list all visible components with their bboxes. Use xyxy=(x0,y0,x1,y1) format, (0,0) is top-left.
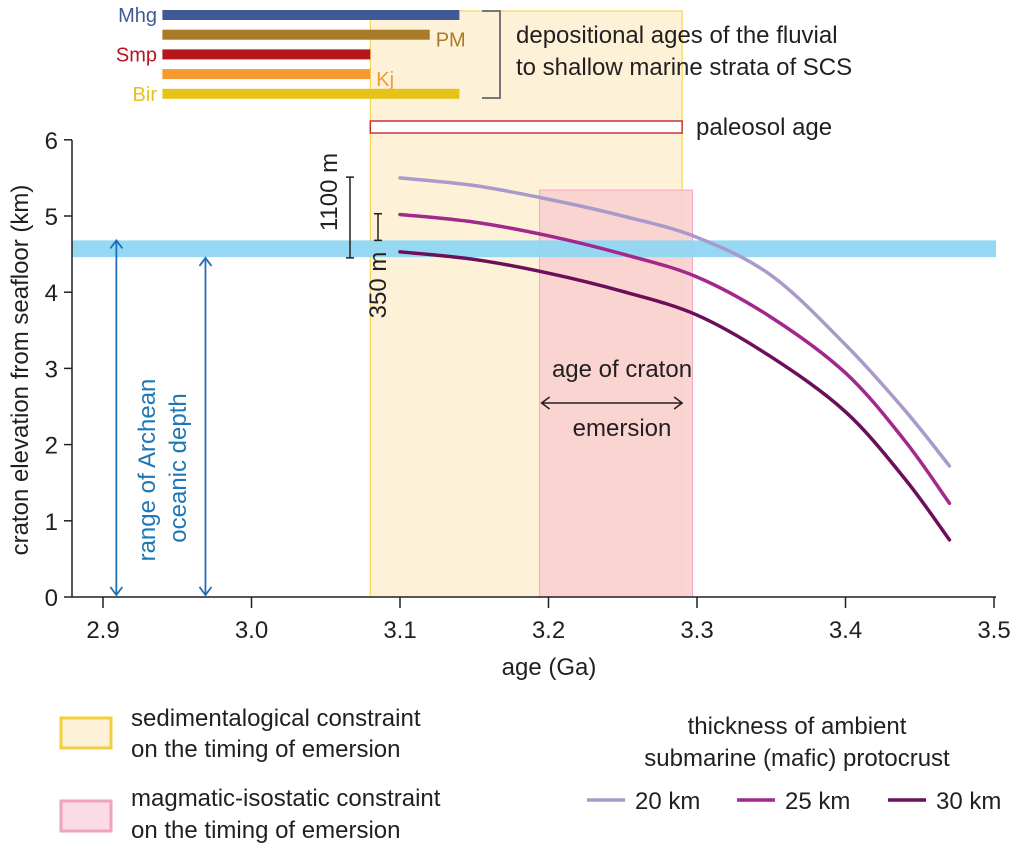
legend-magmatic-line2: on the timing of emersion xyxy=(131,817,400,844)
depositional-bar-label-kj: Kj xyxy=(376,69,394,91)
legend-label-25-km: 25 km xyxy=(785,788,850,815)
legend-title-line2: submarine (mafic) protocrust xyxy=(644,745,950,772)
x-tick-label: 3.1 xyxy=(383,617,416,644)
x-tick-label: 3.0 xyxy=(235,617,268,644)
legend-sedimentological-line1: sedimentalogical constraint xyxy=(131,705,421,732)
y-tick-label: 3 xyxy=(45,356,58,383)
y-tick-label: 2 xyxy=(45,433,58,460)
x-axis-label: age (Ga) xyxy=(502,654,597,681)
depositional-caption-line1: depositional ages of the fluvial xyxy=(516,22,838,49)
background-bands xyxy=(72,10,996,598)
y-tick-label: 1 xyxy=(45,509,58,536)
legend-swatch-magmatic xyxy=(59,799,113,833)
ocean-depth-label-line1: range of Archean xyxy=(134,379,161,562)
axes: 0 1 2 3 4 5 6 2.9 3.0 3.1 3.2 3.3 3.4 3.5 xyxy=(45,128,1011,644)
x-tick-label: 3.4 xyxy=(829,617,862,644)
ocean-depth-arrow-1-head-bottom xyxy=(109,586,124,597)
emergence-label-line1: age of craton xyxy=(552,356,692,383)
x-tick-label: 3.2 xyxy=(532,617,565,644)
x-tick-label: 3.5 xyxy=(977,617,1010,644)
series-legend: 20 km 25 km 30 km xyxy=(587,788,1001,815)
y-axis-label: craton elevation from seafloor (km) xyxy=(7,185,34,556)
depositional-bar-label-mhg: Mhg xyxy=(118,5,157,27)
y-tick-label: 0 xyxy=(45,585,58,612)
x-tick-label: 3.3 xyxy=(680,617,713,644)
annotations xyxy=(109,176,684,597)
depositional-bar-kj xyxy=(162,69,371,80)
curves xyxy=(398,176,952,542)
y-tick-label: 6 xyxy=(45,128,58,155)
curve-20-km xyxy=(398,176,952,468)
ocean-depth-arrow-2-head-top xyxy=(198,256,213,267)
depositional-bracket xyxy=(482,10,501,99)
depositional-bar-mhg xyxy=(162,10,460,20)
legend-label-30-km: 30 km xyxy=(936,788,1001,815)
legend-magmatic-line1: magmatic-isostatic constraint xyxy=(131,785,441,812)
ocean-depth-arrow-2-head-bottom xyxy=(198,586,213,597)
emergence-label-line2: emersion xyxy=(573,415,672,442)
curve-30-km xyxy=(398,250,952,542)
bracket-1100-label: 1100 m xyxy=(316,153,343,231)
paleosol-label: paleosol age xyxy=(696,114,832,141)
depositional-bar-smp xyxy=(162,49,371,60)
legend-swatch-sedimentological xyxy=(59,716,113,750)
emergence-arrow-right-head xyxy=(673,396,684,410)
bracket-350-label: 350 m xyxy=(365,252,392,319)
curve-25-km xyxy=(398,212,952,506)
ocean-depth-band xyxy=(72,240,996,258)
depositional-bar-label-smp: Smp xyxy=(116,44,157,66)
x-tick-label: 2.9 xyxy=(86,617,119,644)
depositional-bar-bir xyxy=(162,88,460,99)
ocean-depth-label-line2: oceanic depth xyxy=(165,393,192,542)
legend-sedimentological-line2: on the timing of emersion xyxy=(131,736,400,763)
depositional-bars: Mhg PM Smp Kj Bir xyxy=(116,5,466,106)
paleosol-box xyxy=(369,120,683,134)
depositional-caption-line2: to shallow marine strata of SCS xyxy=(516,54,852,81)
magmatic-band xyxy=(539,189,694,598)
ocean-depth-arrow-1-head-top xyxy=(109,238,124,249)
depositional-bar-label-bir: Bir xyxy=(133,84,158,106)
y-tick-label: 5 xyxy=(45,204,58,231)
emergence-arrow-left-head xyxy=(540,396,551,410)
legend-label-20-km: 20 km xyxy=(635,788,700,815)
y-tick-label: 4 xyxy=(45,280,58,307)
depositional-bar-pm xyxy=(162,29,430,40)
bracket-1100m xyxy=(346,176,354,259)
depositional-bar-label-pm: PM xyxy=(436,30,466,52)
bracket-350m xyxy=(374,212,382,242)
legend-title-line1: thickness of ambient xyxy=(688,713,907,740)
